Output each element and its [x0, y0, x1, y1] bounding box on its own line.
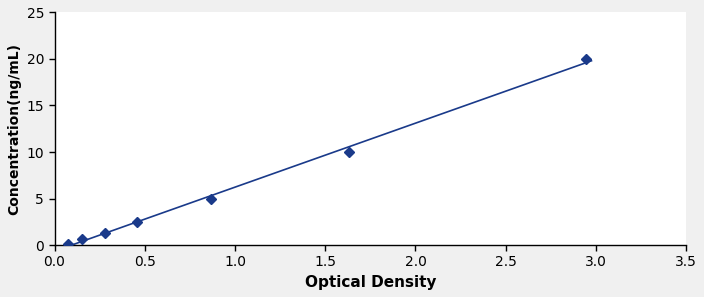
Y-axis label: Concentration(ng/mL): Concentration(ng/mL) [7, 43, 21, 215]
X-axis label: Optical Density: Optical Density [305, 275, 436, 290]
